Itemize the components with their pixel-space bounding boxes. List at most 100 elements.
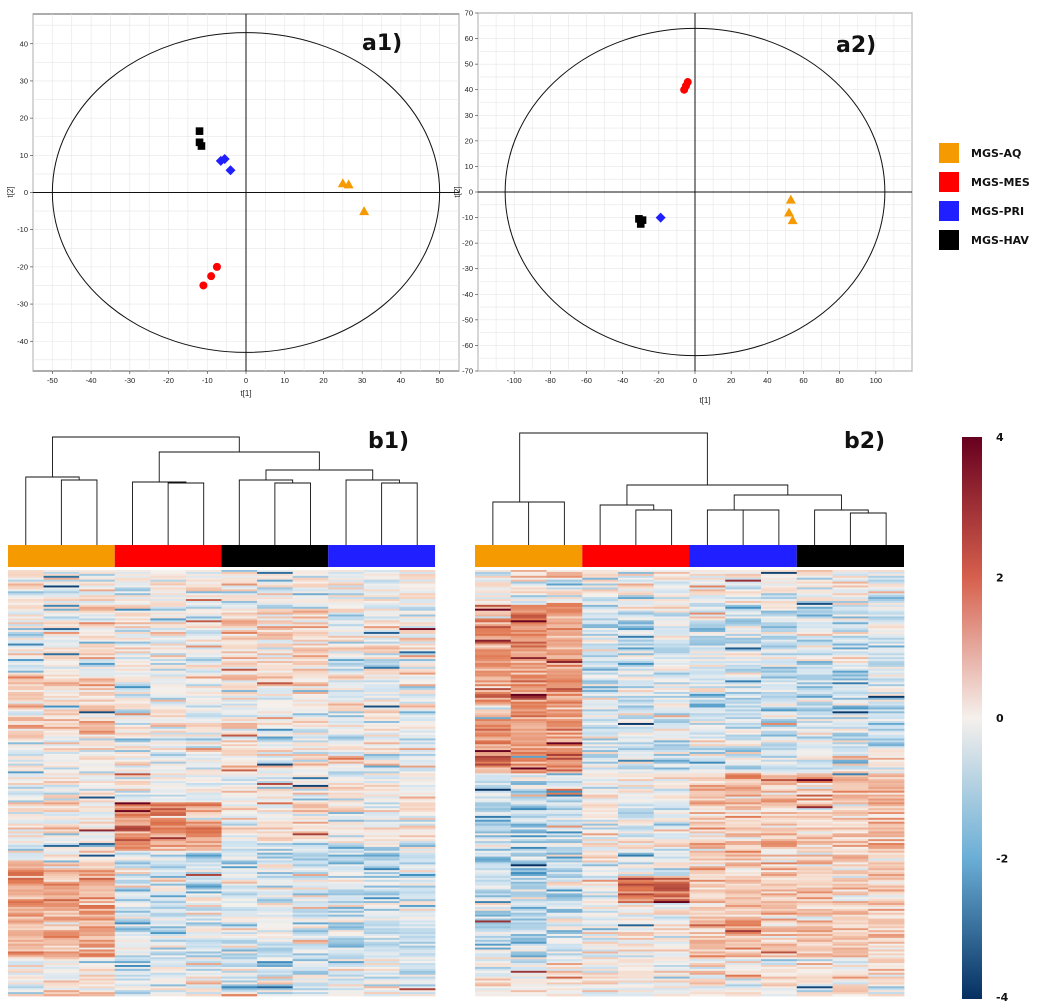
heatmap-cell (221, 633, 258, 637)
heatmap-cell (868, 831, 905, 834)
heatmap-cell (796, 593, 833, 596)
heatmap-cell (292, 606, 329, 610)
heatmap-cell (582, 877, 619, 881)
heatmap-cell (399, 864, 436, 867)
heatmap-cell (114, 678, 151, 681)
heatmap-cell (43, 597, 80, 600)
heatmap-cell (832, 676, 869, 679)
heatmap-cell (689, 750, 726, 753)
heatmap-cell (150, 893, 187, 896)
heatmap-cell (114, 630, 151, 633)
heatmap-cell (399, 763, 436, 766)
dendrogram-b1 (25, 436, 418, 545)
heatmap-cell (328, 767, 365, 770)
heatmap-cell (257, 992, 294, 995)
heatmap-cell (292, 992, 329, 995)
heatmap-cell (328, 672, 365, 675)
heatmap-cell (725, 676, 762, 679)
heatmap-cell (221, 728, 258, 732)
heatmap-cell (653, 661, 690, 664)
heatmap-cell (43, 579, 80, 583)
heatmap-cell (582, 701, 619, 705)
heatmap-cell (725, 897, 762, 900)
heatmap-cell (328, 982, 365, 985)
heatmap-cell (868, 583, 905, 586)
heatmap-cell (399, 684, 436, 687)
heatmap-cell (221, 887, 258, 890)
heatmap-cell (832, 599, 869, 602)
heatmap-cell (689, 831, 726, 834)
heatmap-cell (221, 769, 258, 772)
heatmap-cell (185, 992, 222, 995)
heatmap-cell (257, 662, 294, 666)
heatmap-cell (475, 579, 512, 583)
heatmap-cell (582, 633, 619, 637)
heatmap-cell (8, 949, 44, 952)
heatmap-cell (292, 926, 329, 929)
heatmap-cell (475, 608, 512, 612)
heatmap-cell (292, 759, 329, 763)
heatmap-cell (363, 746, 400, 749)
heatmap-cell (43, 595, 80, 598)
heatmap-cell (618, 647, 655, 650)
heatmap-cell (689, 628, 726, 631)
heatmap-cell (43, 659, 80, 662)
heatmap-cell (618, 602, 655, 606)
heatmap-cell (582, 744, 619, 747)
heatmap-cell (475, 757, 512, 761)
heatmap-cell (363, 957, 400, 960)
dendrogram-branch (519, 432, 708, 502)
heatmap-cell (150, 988, 187, 991)
heatmap-cell (8, 978, 44, 981)
heatmap-cell (8, 773, 44, 776)
heatmap-cell (689, 854, 726, 857)
heatmap-cell (796, 763, 833, 766)
heatmap-cell (292, 810, 329, 813)
heatmap-cell (328, 649, 365, 652)
heatmap-cell (796, 755, 833, 759)
heatmap-cell (8, 595, 44, 598)
heatmap-cell (832, 682, 869, 685)
heatmap-cell (689, 823, 726, 826)
heatmap-cell (618, 618, 655, 621)
heatmap-cell (796, 690, 833, 693)
heatmap-cell (510, 839, 547, 842)
heatmap-cell (546, 585, 583, 588)
heatmap-cell (475, 581, 512, 584)
heatmap-cell (79, 904, 116, 908)
heatmap-cell (399, 722, 436, 726)
heatmap-cell (868, 750, 905, 753)
heatmap-cell (510, 593, 547, 596)
heatmap-cell (618, 579, 655, 583)
heatmap-cell (761, 649, 798, 652)
heatmap-cell (618, 597, 655, 600)
heatmap-cell (43, 856, 80, 859)
heatmap-cell (43, 641, 80, 644)
heatmap-cell (185, 633, 222, 637)
heatmap-cell (582, 872, 619, 875)
heatmap-cell (79, 875, 116, 879)
heatmap-cell (8, 837, 44, 840)
heatmap-cell (761, 742, 798, 745)
heatmap-cell (150, 587, 187, 590)
heatmap-cell (79, 691, 116, 695)
heatmap-cell (43, 657, 80, 660)
heatmap-cell (8, 771, 44, 774)
heatmap-cell (689, 844, 726, 848)
heatmap-cell (546, 643, 583, 646)
heatmap-cell (292, 659, 329, 662)
heatmap-cell (328, 901, 365, 904)
heatmap-cell (399, 924, 436, 927)
heatmap-cell (185, 831, 222, 834)
heatmap-cell (399, 815, 436, 819)
heatmap-cell (150, 755, 187, 759)
heatmap-cell (292, 655, 329, 658)
heatmap-cell (257, 570, 294, 573)
heatmap-cell (79, 937, 116, 941)
heatmap-cell (221, 686, 258, 689)
heatmap-cell (363, 784, 400, 788)
heatmap-cell (150, 697, 187, 701)
heatmap-cell (43, 742, 80, 745)
heatmap-cell (221, 813, 258, 817)
heatmap-cell (510, 655, 547, 658)
